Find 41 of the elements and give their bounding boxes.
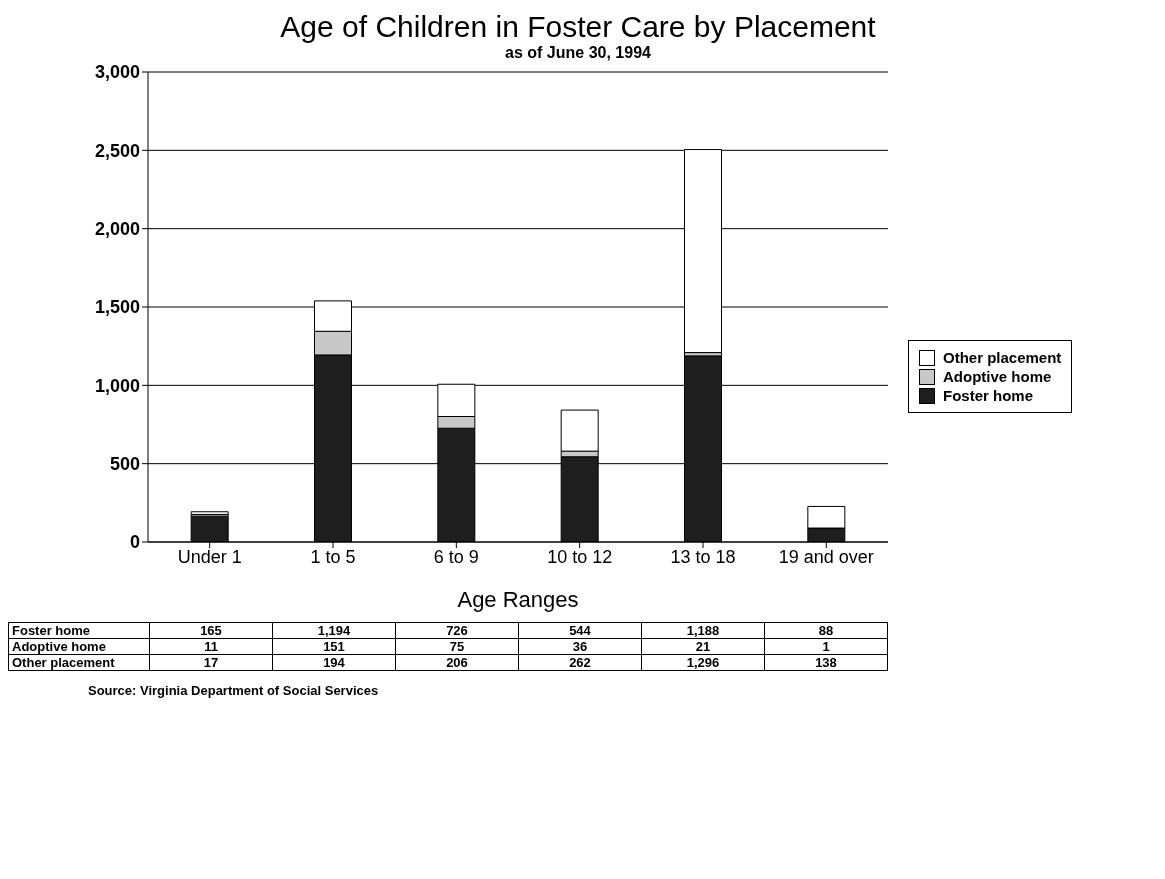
chart-subtitle: as of June 30, 1994 bbox=[504, 44, 652, 62]
data-label: 21 bbox=[641, 638, 765, 655]
data-label: 17 bbox=[149, 654, 273, 671]
y-tick-label: 2,500 bbox=[94, 140, 140, 161]
y-tick-label: 500 bbox=[109, 454, 140, 475]
x-tick-label: 13 to 18 bbox=[670, 546, 736, 567]
y-tick-label: 3,000 bbox=[94, 62, 140, 83]
data-label: 1,188 bbox=[641, 622, 765, 639]
text: Adoptive home bbox=[12, 639, 106, 654]
data-label: 138 bbox=[764, 654, 888, 671]
x-axis-title: Age Ranges bbox=[457, 587, 579, 612]
x-tick-label: 19 and over bbox=[778, 546, 874, 567]
data-label: 1 bbox=[764, 638, 888, 655]
data-label: 262 bbox=[518, 654, 642, 671]
legend-label: Foster home bbox=[943, 387, 1034, 404]
legend-label: Other placement bbox=[943, 349, 1062, 366]
data-label: 36 bbox=[518, 638, 642, 655]
data-label: 75 bbox=[395, 638, 519, 655]
chart-title: Age of Children in Foster Care by Placement bbox=[279, 10, 877, 44]
data-label: 151 bbox=[272, 638, 396, 655]
data-label: 726 bbox=[395, 622, 519, 639]
data-label: 165 bbox=[149, 622, 273, 639]
y-tick-label: 0 bbox=[129, 532, 140, 553]
text: Foster home bbox=[12, 623, 91, 638]
data-label: 206 bbox=[395, 654, 519, 671]
legend-label: Adoptive home bbox=[943, 368, 1052, 385]
data-label: 1,194 bbox=[272, 622, 396, 639]
data-label: 1,296 bbox=[641, 654, 765, 671]
data-label: 194 bbox=[272, 654, 396, 671]
y-tick-label: 1,000 bbox=[94, 375, 140, 396]
source-note: Source: Virginia Department of Social Services bbox=[88, 683, 380, 698]
data-label: 88 bbox=[764, 622, 888, 639]
y-tick-label: 2,000 bbox=[94, 219, 140, 240]
data-label: 544 bbox=[518, 622, 642, 639]
x-tick-label: Under 1 bbox=[177, 546, 242, 567]
x-tick-label: 10 to 12 bbox=[547, 546, 613, 567]
x-tick-label: 6 to 9 bbox=[433, 546, 479, 567]
x-tick-label: 1 to 5 bbox=[310, 546, 356, 567]
y-tick-label: 1,500 bbox=[94, 297, 140, 318]
data-label: 11 bbox=[149, 638, 273, 655]
text: Other placement bbox=[12, 655, 115, 670]
